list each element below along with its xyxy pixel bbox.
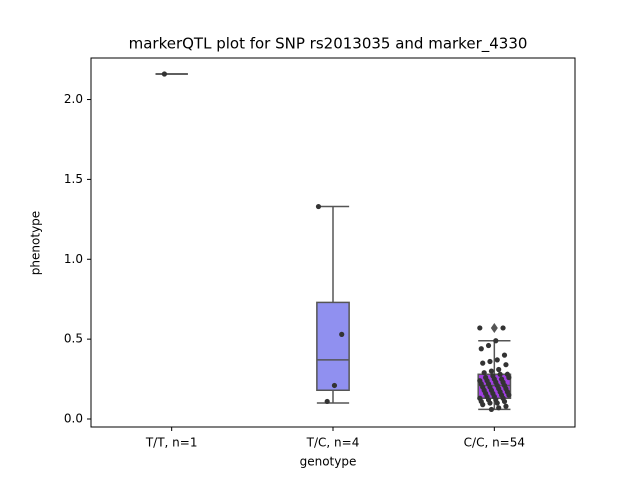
y-tick-label: 1.5 [64,172,83,186]
point [496,405,502,411]
point [488,368,495,374]
point [315,203,322,210]
point [487,400,493,406]
y-axis-label: phenotype [29,211,43,275]
point [494,400,500,406]
point [501,352,508,358]
point [161,71,168,77]
point [506,374,512,381]
point [494,357,500,363]
point [488,406,495,413]
point [493,338,499,344]
point [501,398,508,405]
point [480,360,486,366]
y-tick-label: 0.5 [64,332,83,346]
point [496,366,502,373]
point [331,382,338,389]
point [485,342,492,349]
x-tick-label: T/C, n=4 [306,436,360,450]
point [477,325,483,331]
y-tick-label: 1.0 [64,252,83,266]
point [480,402,486,408]
x-tick-label: T/T, n=1 [145,436,198,450]
box [316,301,350,392]
flier [490,322,498,333]
point [503,403,509,409]
point [487,358,493,365]
point [500,325,506,331]
x-axis-label: genotype [300,455,357,469]
point [339,331,345,337]
point [497,371,503,377]
y-tick-label: 2.0 [64,92,83,106]
point [506,392,512,398]
point [503,362,509,368]
point [324,398,330,405]
chart-title: markerQTL plot for SNP rs2013035 and mar… [129,35,528,54]
point [478,346,484,352]
y-tick-label: 0.0 [64,412,83,426]
x-tick-label: C/C, n=54 [464,436,525,450]
point [481,370,487,376]
